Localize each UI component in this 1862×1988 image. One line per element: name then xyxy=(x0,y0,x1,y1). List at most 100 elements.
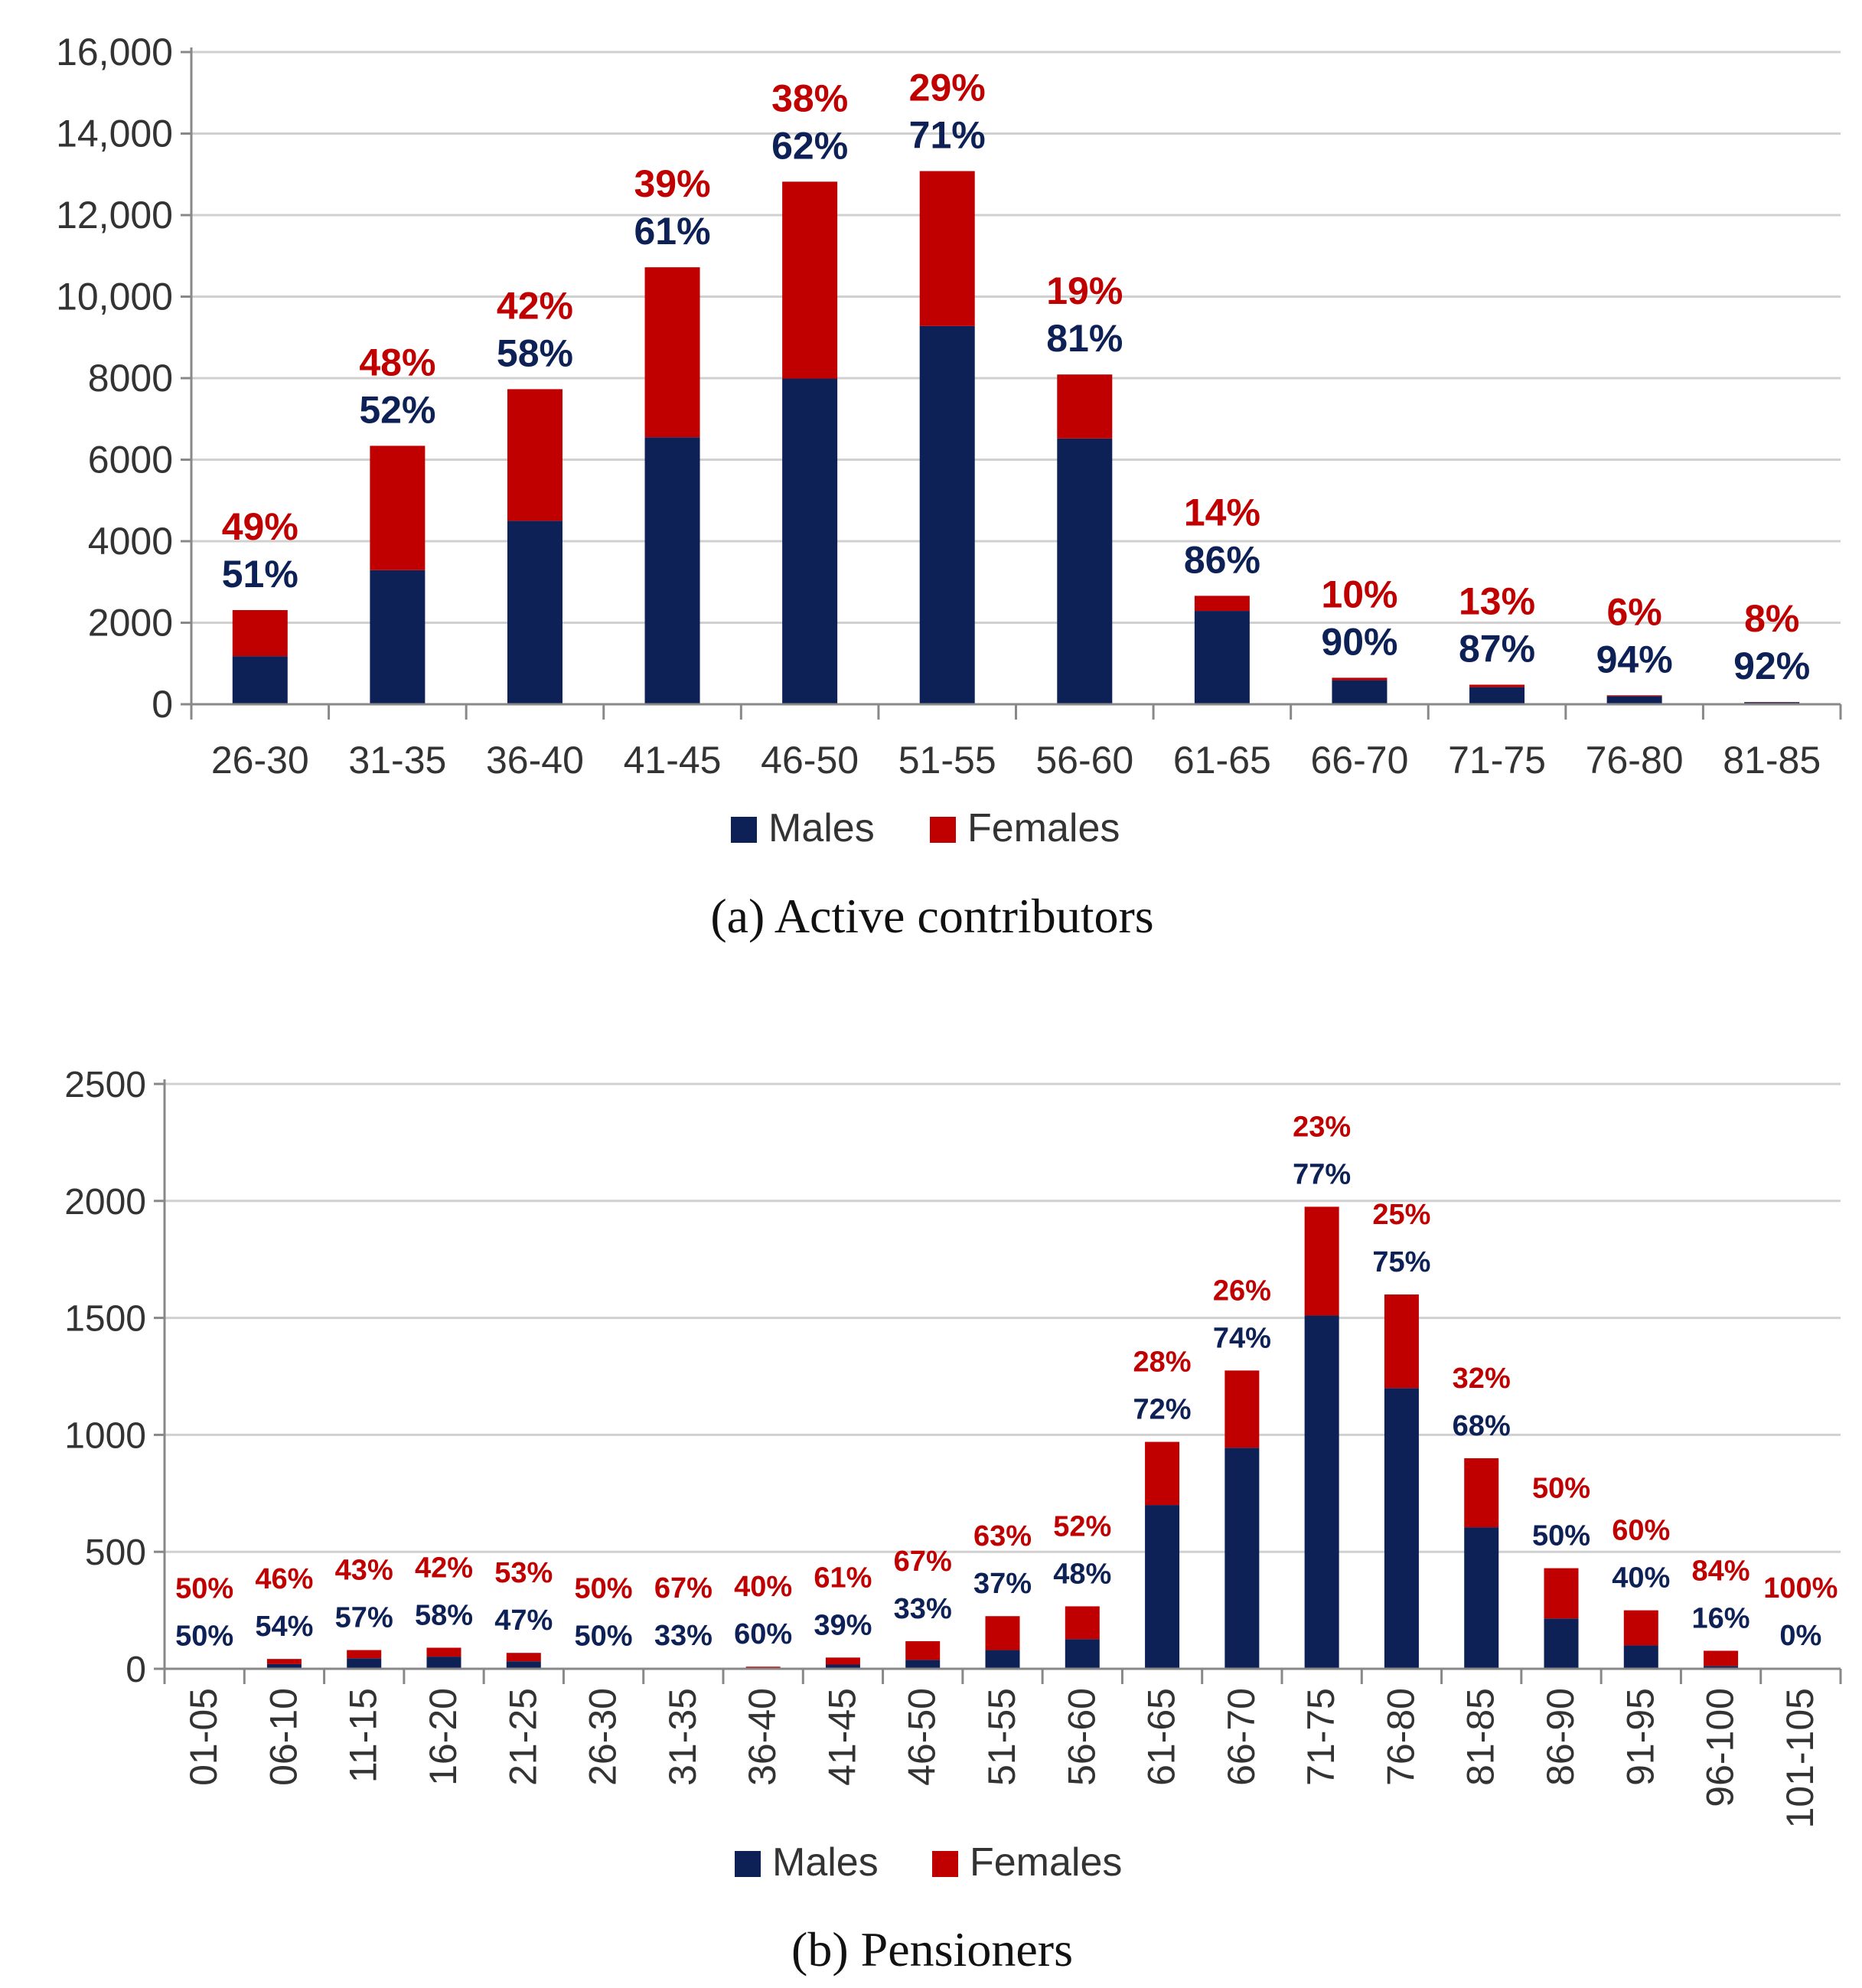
pct-males-label: 94% xyxy=(1596,638,1673,681)
caption-a-text: Active contributors xyxy=(774,889,1154,943)
x-tick-label: 86-90 xyxy=(1539,1688,1582,1786)
percentage-labels: 51% 49% 52%48% 58%42% 61% 39% 62% 38% 71%29% 81% 1… xyxy=(222,66,1810,687)
bar-females xyxy=(1544,1568,1579,1619)
pct-females-label: 19% xyxy=(1046,269,1123,312)
legend-males-label: Males xyxy=(772,1840,879,1885)
pct-males-label: 92% xyxy=(1733,645,1810,687)
x-tick-label: 81-85 xyxy=(1723,739,1821,782)
bar-males xyxy=(1224,1448,1260,1669)
bar-males xyxy=(1623,1645,1658,1669)
pct-females-label: 52% xyxy=(1053,1510,1111,1542)
bar-females xyxy=(745,1666,781,1668)
caption-b-text: Pensioners xyxy=(861,1922,1073,1977)
pct-females-label: 84% xyxy=(1692,1555,1750,1587)
bar-females xyxy=(1304,1206,1339,1316)
pct-females-label: 13% xyxy=(1459,579,1535,622)
bar-males xyxy=(1464,1527,1499,1669)
bar-males xyxy=(985,1650,1020,1669)
pct-females-label: 46% xyxy=(255,1563,313,1595)
bar-females xyxy=(232,609,288,657)
bar-females xyxy=(1065,1606,1100,1640)
bar-males xyxy=(1057,438,1113,704)
pct-males-label: 54% xyxy=(255,1611,313,1643)
bar-males xyxy=(507,521,563,704)
bar-females xyxy=(1384,1294,1419,1389)
pct-females-label: 100% xyxy=(1763,1572,1838,1604)
x-tick-label: 91-95 xyxy=(1619,1688,1661,1786)
bar-males xyxy=(1304,1315,1339,1669)
pct-males-label: 48% xyxy=(1053,1558,1111,1590)
pct-males-label: 87% xyxy=(1459,627,1535,670)
pct-females-label: 42% xyxy=(415,1552,473,1584)
x-tick-label: 71-75 xyxy=(1299,1688,1342,1786)
x-tick-label: 56-60 xyxy=(1035,739,1133,782)
pct-females-label: 28% xyxy=(1133,1347,1192,1379)
bar-males xyxy=(1194,611,1250,704)
bar-females xyxy=(1194,596,1250,612)
pct-males-label: 33% xyxy=(894,1593,952,1625)
percentage-labels: 50% 50% 54% 46% 57% 43% 58% 42% 47% 53% 50% 50% 33% 6… xyxy=(175,1111,1838,1652)
x-tick-label: 31-35 xyxy=(348,739,446,782)
bar-males xyxy=(905,1660,941,1669)
pct-females-label: 61% xyxy=(814,1562,872,1594)
x-axis: 26-30 31-35 36-40 41-45 46-50 51-55 56-60 61-65… xyxy=(190,703,1842,782)
bar-males xyxy=(1145,1505,1180,1669)
bar-males xyxy=(1469,687,1525,704)
pct-males-label: 33% xyxy=(654,1620,713,1652)
legend-females-swatch xyxy=(930,817,956,843)
caption-a-letter: (a) xyxy=(710,889,765,943)
x-tick-label: 26-30 xyxy=(211,739,309,782)
y-tick-label: 500 xyxy=(85,1533,146,1573)
pct-females-label: 25% xyxy=(1372,1199,1430,1231)
y-gridlines xyxy=(191,51,1841,624)
legend: Males Females xyxy=(731,806,1120,850)
pct-females-label: 48% xyxy=(359,341,435,384)
caption-b: (b) Pensioners xyxy=(791,1922,1073,1977)
y-tick-label: 2500 xyxy=(64,1065,146,1105)
pct-females-label: 67% xyxy=(894,1546,952,1578)
pct-males-label: 16% xyxy=(1692,1602,1750,1634)
pct-females-label: 23% xyxy=(1293,1111,1351,1143)
bar-females xyxy=(507,389,563,521)
pct-females-label: 6% xyxy=(1606,590,1661,633)
y-tick-label: 10,000 xyxy=(56,276,173,318)
bar-females xyxy=(426,1647,461,1657)
pct-males-label: 90% xyxy=(1321,620,1397,663)
pct-males-label: 71% xyxy=(909,113,986,156)
x-axis: 01-05 06-10 11-15 16-20 21-25 26-30 31-35 36-40… xyxy=(163,1667,1842,1829)
y-tick-label: 1500 xyxy=(64,1299,146,1340)
y-tick-label: 2000 xyxy=(64,1182,146,1223)
pct-males-label: 77% xyxy=(1293,1158,1351,1190)
bar-females xyxy=(644,267,700,438)
pct-males-label: 75% xyxy=(1372,1246,1430,1278)
bar-males xyxy=(1332,680,1388,704)
pct-females-label: 50% xyxy=(575,1572,633,1604)
pct-males-label: 74% xyxy=(1213,1322,1271,1354)
x-tick-label: 66-70 xyxy=(1220,1688,1263,1786)
pct-males-label: 50% xyxy=(175,1620,233,1652)
pct-females-label: 39% xyxy=(634,162,711,205)
legend-females-swatch xyxy=(932,1851,958,1877)
bar-females xyxy=(1145,1441,1180,1506)
pct-males-label: 39% xyxy=(814,1609,872,1641)
x-tick-label: 76-80 xyxy=(1379,1688,1422,1786)
y-tick-label: 4000 xyxy=(88,520,173,563)
x-tick-label: 41-45 xyxy=(624,739,722,782)
bar-females xyxy=(782,181,838,379)
pct-males-label: 62% xyxy=(771,124,848,167)
pct-females-label: 8% xyxy=(1744,597,1799,640)
pct-males-label: 52% xyxy=(359,388,435,431)
x-tick-label: 46-50 xyxy=(901,1688,944,1786)
bar-males xyxy=(370,570,426,704)
bar-series xyxy=(187,1206,1818,1669)
caption-b-letter: (b) xyxy=(791,1922,849,1977)
x-tick-label: 01-05 xyxy=(182,1688,225,1786)
pct-males-label: 51% xyxy=(222,553,298,596)
x-tick-label: 16-20 xyxy=(422,1688,465,1786)
bar-males xyxy=(825,1664,860,1669)
x-tick-label: 96-100 xyxy=(1699,1688,1742,1807)
pct-males-label: 86% xyxy=(1184,538,1260,581)
x-tick-label: 71-75 xyxy=(1448,739,1546,782)
x-tick-label: 61-65 xyxy=(1173,739,1271,782)
